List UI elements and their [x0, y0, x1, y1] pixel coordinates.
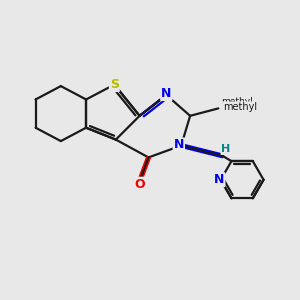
Text: H: H: [221, 144, 230, 154]
Text: S: S: [110, 78, 119, 91]
Text: methyl: methyl: [221, 97, 253, 106]
Text: N: N: [174, 138, 184, 152]
Text: methyl: methyl: [223, 102, 257, 112]
Text: N: N: [161, 87, 172, 100]
Text: O: O: [134, 178, 145, 191]
Text: N: N: [214, 173, 224, 186]
